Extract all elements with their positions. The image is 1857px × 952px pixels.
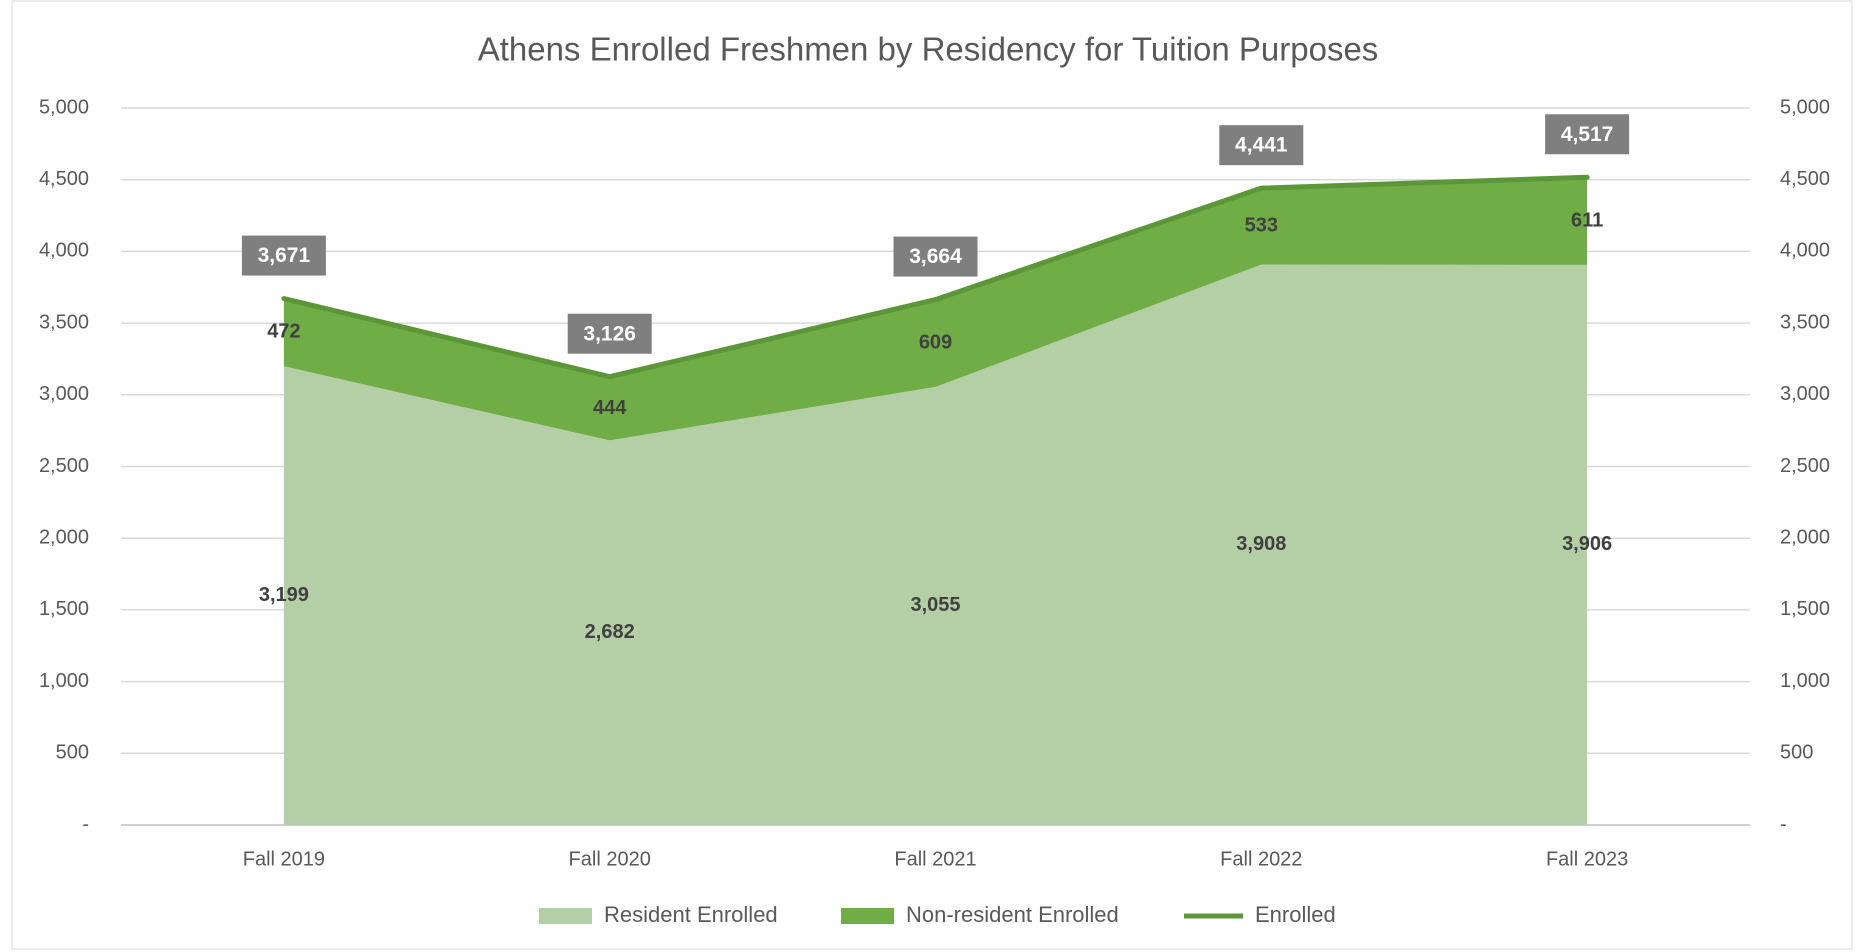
data-label: 3,055 xyxy=(910,594,960,616)
y2-tick-label: 500 xyxy=(1780,742,1813,764)
y-tick-label: 4,000 xyxy=(39,240,89,262)
y-tick-label: 2,500 xyxy=(39,455,89,477)
y2-tick-label: 5,000 xyxy=(1780,96,1830,118)
data-label: 444 xyxy=(593,397,627,419)
y-tick-label: 5,000 xyxy=(39,96,89,118)
legend-swatch xyxy=(841,908,894,924)
y-tick-label: 4,500 xyxy=(39,168,89,190)
data-label: 4,441 xyxy=(1235,134,1288,157)
data-label-box xyxy=(893,236,978,277)
y2-tick-label: 3,000 xyxy=(1780,383,1830,405)
y-tick-label: 1,500 xyxy=(39,598,89,620)
x-tick-label: Fall 2019 xyxy=(243,848,325,870)
data-label-box xyxy=(1219,125,1304,166)
data-label: 611 xyxy=(1571,209,1603,231)
data-label: 533 xyxy=(1245,215,1278,237)
y-tick-label: 2,000 xyxy=(39,526,89,548)
data-label: 3,671 xyxy=(258,244,311,267)
y-tick-label: 3,500 xyxy=(39,311,89,333)
y-tick-label: 500 xyxy=(56,742,89,764)
data-label: 3,906 xyxy=(1562,533,1612,555)
y2-tick-label: 3,500 xyxy=(1780,311,1830,333)
data-label-box xyxy=(567,313,652,354)
data-label: 2,682 xyxy=(585,621,635,643)
y2-tick-label: 2,000 xyxy=(1780,526,1830,548)
y-tick-label: 3,000 xyxy=(39,383,89,405)
y-tick-label: 1,000 xyxy=(39,670,89,692)
data-label: 4,517 xyxy=(1561,123,1614,146)
data-label-box xyxy=(1545,114,1630,155)
legend-label: Non-resident Enrolled xyxy=(906,902,1119,927)
y-tick-label: - xyxy=(82,813,89,835)
x-tick-label: Fall 2022 xyxy=(1220,848,1302,870)
area xyxy=(283,177,1588,441)
legend-swatch xyxy=(539,908,592,924)
y2-tick-label: 1,000 xyxy=(1780,670,1830,692)
y2-tick-label: 1,500 xyxy=(1780,598,1830,620)
line xyxy=(281,174,1590,380)
x-tick-label: Fall 2021 xyxy=(894,848,976,870)
data-label: 472 xyxy=(267,321,300,343)
y2-tick-label: 4,000 xyxy=(1780,240,1830,262)
data-label: 609 xyxy=(919,332,952,354)
legend-label: Resident Enrolled xyxy=(604,902,778,927)
y2-tick-label: - xyxy=(1780,813,1787,835)
y2-tick-label: 4,500 xyxy=(1780,168,1830,190)
x-tick-label: Fall 2020 xyxy=(569,848,651,870)
data-label: 3,126 xyxy=(583,322,636,345)
y2-tick-label: 2,500 xyxy=(1780,455,1830,477)
data-label: 3,199 xyxy=(259,584,309,606)
x-tick-label: Fall 2023 xyxy=(1546,848,1628,870)
data-label: 3,908 xyxy=(1236,533,1286,555)
legend-label: Enrolled xyxy=(1255,902,1336,927)
data-label-box xyxy=(241,235,326,276)
area xyxy=(283,264,1588,826)
chart-title: Athens Enrolled Freshmen by Residency fo… xyxy=(478,31,1379,68)
data-label: 3,664 xyxy=(909,245,962,268)
